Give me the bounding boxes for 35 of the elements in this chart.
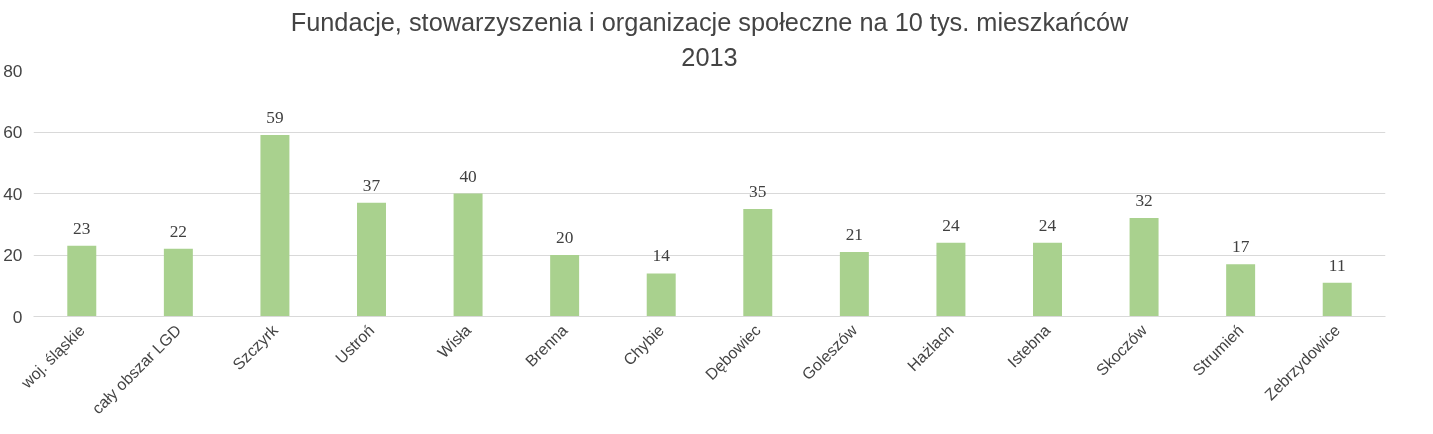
- data-label: 35: [749, 181, 767, 201]
- chart-title: Fundacje, stowarzyszenia i organizacje społeczne na 10 tys. mieszkańców: [290, 7, 1130, 36]
- bar: [1033, 242, 1062, 317]
- bar: [453, 193, 483, 317]
- data-label: 32: [1135, 191, 1153, 211]
- data-label: 24: [1038, 215, 1057, 235]
- bar: [1129, 218, 1159, 317]
- data-label: 20: [555, 228, 574, 247]
- bar: [1322, 282, 1352, 317]
- data-label: 11: [1328, 255, 1346, 275]
- data-label: 59: [266, 108, 284, 128]
- bar: [550, 255, 580, 317]
- bar: [839, 251, 869, 317]
- bar: [646, 273, 676, 317]
- chart-subtitle: 2013: [681, 42, 738, 71]
- y-tick-label: 60: [3, 122, 23, 142]
- data-label: 14: [652, 246, 671, 266]
- data-label: 37: [362, 175, 381, 195]
- bar: [357, 202, 386, 317]
- data-label: 21: [845, 224, 864, 244]
- bar: [260, 135, 290, 317]
- y-tick-label: 0: [12, 306, 23, 327]
- data-label: 40: [459, 166, 477, 186]
- bar: [163, 248, 193, 317]
- data-label: 23: [73, 218, 91, 238]
- y-tick-label: 20: [3, 245, 23, 265]
- data-label: 24: [942, 215, 960, 235]
- y-tick-label: 40: [3, 183, 23, 204]
- bar: [1226, 264, 1256, 317]
- bar: [936, 242, 966, 317]
- data-label: 17: [1231, 237, 1250, 257]
- bar: [67, 245, 97, 317]
- y-tick-label: 80: [3, 60, 23, 81]
- data-label: 22: [169, 221, 188, 241]
- bar: [743, 208, 773, 317]
